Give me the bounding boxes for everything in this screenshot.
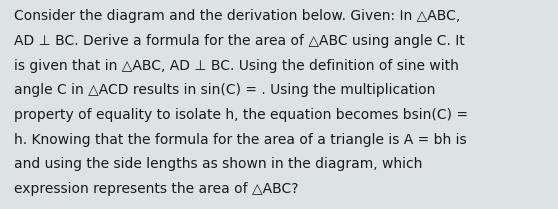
Text: Consider the diagram and the derivation below. Given: In △ABC,: Consider the diagram and the derivation …	[14, 9, 460, 23]
Text: and using the side lengths as shown in the diagram, which: and using the side lengths as shown in t…	[14, 157, 422, 171]
Text: is given that in △ABC, AD ⊥ BC. Using the definition of sine with: is given that in △ABC, AD ⊥ BC. Using th…	[14, 59, 459, 73]
Text: expression represents the area of △ABC?: expression represents the area of △ABC?	[14, 182, 299, 196]
Text: angle C in △ACD results in sin(C) = . Using the multiplication: angle C in △ACD results in sin(C) = . Us…	[14, 83, 435, 97]
Text: AD ⊥ BC. Derive a formula for the area of △ABC using angle C. It: AD ⊥ BC. Derive a formula for the area o…	[14, 34, 465, 48]
Text: h. Knowing that the formula for the area of a triangle is A = bh is: h. Knowing that the formula for the area…	[14, 133, 466, 147]
Text: property of equality to isolate h, the equation becomes bsin(C) =: property of equality to isolate h, the e…	[14, 108, 468, 122]
